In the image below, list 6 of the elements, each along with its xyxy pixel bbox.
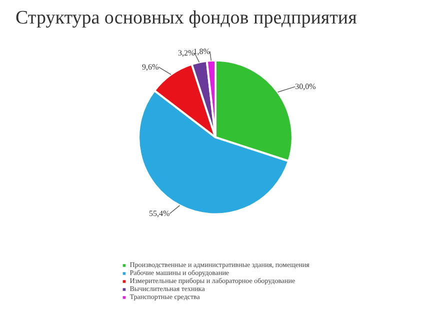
data-label: 9,6% (142, 62, 159, 72)
data-label: 3,2% (178, 48, 195, 58)
data-label: 1,8% (193, 46, 210, 56)
data-label: 55,4% (149, 209, 170, 218)
data-label: 30,0% (295, 82, 316, 92)
chart-title: Структура основных фондов предприятия (16, 8, 358, 28)
